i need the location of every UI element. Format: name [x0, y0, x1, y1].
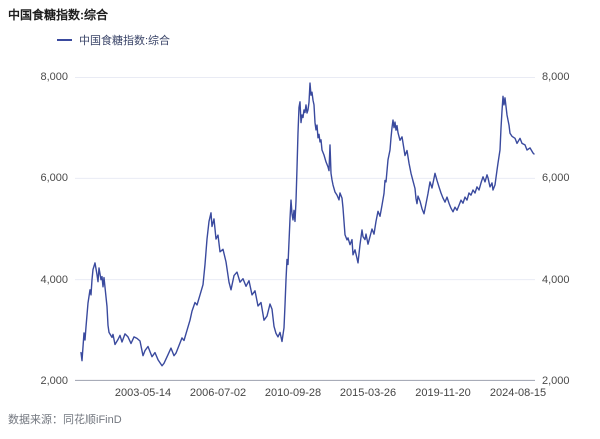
x-axis-tick-label: 2015-03-26: [339, 387, 397, 399]
y-axis-tick-label: 8,000: [40, 71, 68, 83]
y-axis-tick-label: 6,000: [40, 172, 68, 185]
x-axis-tick-label: 2006-07-02: [189, 387, 247, 399]
price-line-chart: [75, 77, 535, 381]
x-axis-tick-label: 2010-09-28: [264, 387, 322, 399]
legend-item-label[interactable]: 中国食糖指数:综合: [79, 35, 171, 47]
x-axis-tick-label: 2019-11-20: [415, 387, 471, 399]
chart-title: 中国食糖指数:综合: [8, 8, 108, 22]
y-axis-tick-label: 2,000: [40, 375, 68, 387]
legend: 中国食糖指数:综合: [57, 32, 170, 48]
series-line: [80, 82, 535, 367]
y-axis-tick-label: 4,000: [542, 273, 570, 286]
plot-area: [75, 77, 535, 381]
legend-line-icon: [57, 39, 72, 41]
y-axis-tick-label: 6,000: [542, 172, 570, 185]
y-axis-tick-label: 4,000: [40, 273, 68, 286]
x-axis-tick-label: 2003-05-14: [114, 387, 172, 399]
y-axis-tick-label: 2,000: [542, 375, 570, 387]
y-axis-tick-label: 8,000: [542, 71, 570, 83]
x-axis-tick-label: 2024-08-15: [489, 387, 547, 399]
data-source-note: 数据来源：同花顺iFinD: [8, 414, 122, 426]
